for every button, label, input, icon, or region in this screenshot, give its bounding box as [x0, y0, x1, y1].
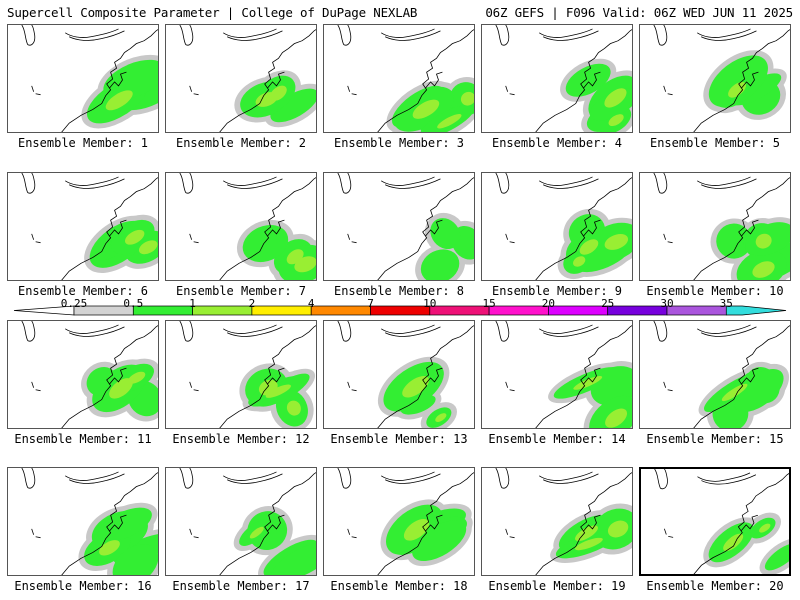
scp-map: [653, 25, 790, 132]
ensemble-member-map[interactable]: [639, 172, 791, 281]
colorbar-tick-label: 4: [307, 297, 315, 310]
colorbar-tick-label: 15: [482, 297, 496, 310]
ensemble-member-label: Ensemble Member: 12: [172, 432, 310, 446]
scp-map: [179, 468, 316, 575]
ensemble-member-map[interactable]: [165, 467, 317, 576]
colorbar-tick-label: 7: [367, 297, 374, 310]
ensemble-member-map[interactable]: [7, 320, 159, 429]
colorbar-segment: [548, 305, 609, 316]
ensemble-member-map[interactable]: [7, 172, 159, 281]
ensemble-member-map[interactable]: [323, 24, 475, 133]
ensemble-member-map[interactable]: [7, 24, 159, 133]
ensemble-member-map[interactable]: [639, 320, 791, 429]
run-valid-time: 06Z GEFS | F096 Valid: 06Z WED JUN 11 20…: [485, 5, 793, 20]
scp-map: [337, 321, 474, 428]
scp-map: [337, 468, 474, 575]
ensemble-member-label: Ensemble Member: 7: [175, 284, 307, 298]
ensemble-member-map[interactable]: [481, 320, 633, 429]
ensemble-member-label: Ensemble Member: 6: [17, 284, 149, 298]
ensemble-member-label: Ensemble Member: 4: [491, 136, 623, 150]
colorbar-segment: [607, 305, 668, 316]
colorbar-segment: [370, 305, 431, 316]
scp-map: [495, 25, 632, 132]
ensemble-member-map[interactable]: [7, 467, 159, 576]
colorbar-segment: [310, 305, 371, 316]
ensemble-member-label: Ensemble Member: 10: [646, 284, 784, 298]
ensemble-member-map[interactable]: [481, 172, 633, 281]
ensemble-member-label: Ensemble Member: 2: [175, 136, 307, 150]
colorbar: [13, 305, 787, 316]
scp-map: [654, 469, 789, 574]
scp-map: [21, 25, 158, 132]
colorbar-segment: [429, 305, 490, 316]
scp-map: [179, 25, 316, 132]
colorbar-tick-label: 25: [601, 297, 615, 310]
colorbar-segment: [192, 305, 253, 316]
colorbar-tick-label: 10: [423, 297, 437, 310]
ensemble-member-label: Ensemble Member: 11: [14, 432, 152, 446]
ensemble-member-map[interactable]: [323, 467, 475, 576]
ensemble-member-label: Ensemble Member: 15: [646, 432, 784, 446]
colorbar-tick-label: 2: [248, 297, 256, 310]
scp-map: [337, 25, 474, 132]
ensemble-member-label: Ensemble Member: 20: [646, 579, 784, 593]
ensemble-member-label: Ensemble Member: 14: [488, 432, 626, 446]
ensemble-member-map[interactable]: [481, 24, 633, 133]
colorbar-segment: [725, 305, 787, 316]
ensemble-member-map[interactable]: [165, 172, 317, 281]
scp-map: [179, 173, 316, 280]
colorbar-tick-label: 20: [541, 297, 556, 310]
ensemble-member-map[interactable]: [639, 24, 791, 133]
ensemble-member-map[interactable]: [323, 320, 475, 429]
ensemble-member-label: Ensemble Member: 3: [333, 136, 465, 150]
ensemble-member-label: Ensemble Member: 16: [14, 579, 152, 593]
chart-title: Supercell Composite Parameter | College …: [7, 5, 418, 20]
ensemble-member-map[interactable]: [323, 172, 475, 281]
ensemble-member-label: Ensemble Member: 17: [172, 579, 310, 593]
ensemble-member-label: Ensemble Member: 13: [330, 432, 468, 446]
colorbar-tick-label: 0.25: [60, 297, 88, 310]
ensemble-member-map[interactable]: [639, 467, 791, 576]
scp-map: [337, 173, 474, 280]
ensemble-member-label: Ensemble Member: 19: [488, 579, 626, 593]
ensemble-member-label: Ensemble Member: 5: [649, 136, 781, 150]
scp-map: [495, 321, 632, 428]
ensemble-member-map[interactable]: [481, 467, 633, 576]
colorbar-tick-label: 30: [660, 297, 674, 310]
ensemble-member-label: Ensemble Member: 9: [491, 284, 623, 298]
colorbar-tick-label: 0.5: [123, 297, 144, 310]
colorbar-segment: [666, 305, 727, 316]
scp-map: [21, 173, 158, 280]
ensemble-member-map[interactable]: [165, 24, 317, 133]
ensemble-member-label: Ensemble Member: 1: [17, 136, 149, 150]
scp-map: [21, 468, 158, 575]
scp-map: [653, 321, 790, 428]
scp-map: [21, 321, 158, 428]
ensemble-member-map[interactable]: [165, 320, 317, 429]
colorbar-segment: [251, 305, 312, 316]
colorbar-tick-label: 1: [189, 297, 196, 310]
scp-map: [653, 173, 790, 280]
colorbar-segment: [488, 305, 549, 316]
colorbar-tick-label: 35: [719, 297, 733, 310]
ensemble-member-label: Ensemble Member: 18: [330, 579, 468, 593]
scp-map: [179, 321, 316, 428]
scp-map: [495, 173, 632, 280]
scp-map: [495, 468, 632, 575]
ensemble-member-label: Ensemble Member: 8: [333, 284, 465, 298]
